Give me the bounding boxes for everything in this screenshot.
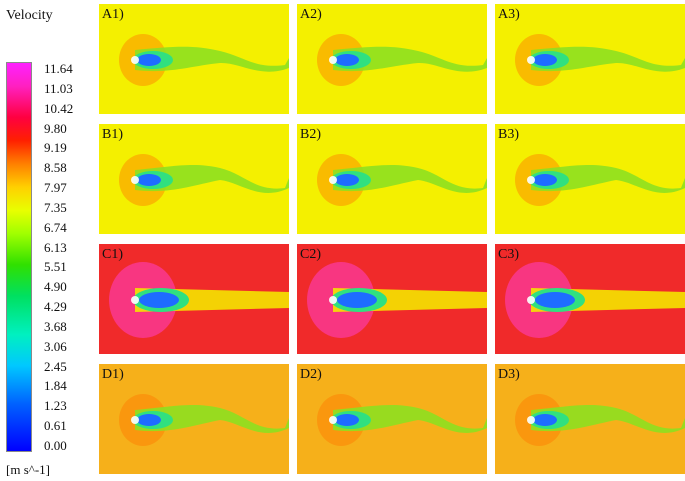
panel-label: B3)	[498, 127, 519, 142]
panel-label: D2)	[300, 367, 322, 382]
low-velocity-core	[335, 174, 359, 186]
colorbar-tick: 0.00	[44, 438, 67, 453]
low-velocity-core	[533, 54, 557, 66]
contour-panel: C2)	[297, 244, 487, 354]
wake-region	[333, 46, 487, 72]
colorbar-tick: 11.03	[44, 80, 73, 96]
panel-label: A3)	[498, 7, 520, 22]
cylinder-body	[131, 296, 139, 304]
colorbar-tick-labels: 11.64 11.03 10.42 9.80 9.19 8.58 7.97 7.…	[44, 62, 96, 452]
panel-label: C2)	[300, 247, 321, 262]
wake-region	[531, 46, 685, 72]
contour-panel: D2)	[297, 364, 487, 474]
colorbar-tick: 2.45	[44, 358, 67, 374]
flow-field	[317, 34, 487, 86]
colorbar-tick: 8.58	[44, 160, 67, 176]
panel-label: C3)	[498, 247, 519, 262]
colorbar-tick: 9.19	[44, 140, 67, 156]
colorbar-tick: 1.23	[44, 398, 67, 414]
flow-field	[119, 154, 289, 206]
colorbar-tick: 4.90	[44, 279, 67, 295]
colorbar-tick: 9.80	[44, 120, 67, 136]
flow-field	[505, 262, 685, 338]
wake-region	[135, 164, 289, 193]
contour-panel: A2)	[297, 4, 487, 114]
flow-field	[307, 262, 487, 338]
colorbar-tick: 0.61	[44, 418, 67, 434]
low-velocity-core	[137, 54, 161, 66]
panel-label: D3)	[498, 367, 520, 382]
flow-field	[317, 154, 487, 206]
panel-label: B2)	[300, 127, 321, 142]
flow-field	[515, 154, 685, 206]
low-velocity-core	[533, 174, 557, 186]
contour-panel: C1)	[99, 244, 289, 354]
flow-field	[515, 394, 685, 446]
contour-panel: B1)	[99, 124, 289, 234]
velocity-colorbar	[6, 62, 32, 452]
colorbar-tick: 11.64	[44, 61, 73, 76]
flow-field	[317, 394, 487, 446]
low-velocity-core	[137, 174, 161, 186]
colorbar-tick: 1.84	[44, 378, 67, 394]
colorbar-tick: 7.35	[44, 199, 67, 215]
colorbar-tick: 6.13	[44, 239, 67, 255]
cylinder-body	[329, 416, 337, 424]
cylinder-body	[329, 56, 337, 64]
cylinder-body	[527, 176, 535, 184]
flow-field	[515, 34, 685, 86]
contour-panel: B2)	[297, 124, 487, 234]
low-velocity-core	[535, 292, 575, 308]
flow-field	[119, 394, 289, 446]
wake-region	[135, 404, 289, 433]
colorbar-tick: 5.51	[44, 259, 67, 275]
low-velocity-core	[139, 292, 179, 308]
low-velocity-core	[335, 54, 359, 66]
wake-region	[333, 404, 487, 433]
contour-panel: A1)	[99, 4, 289, 114]
contour-panel-grid: A1) A2) A3) B1) B2) B3) C1) C2) C3) D1) …	[99, 4, 685, 481]
wake-region	[531, 404, 685, 433]
cylinder-body	[527, 416, 535, 424]
cylinder-body	[131, 56, 139, 64]
colorbar-units: [m s^-1]	[6, 462, 51, 477]
colorbar-tick: 7.97	[44, 180, 67, 196]
cylinder-body	[131, 416, 139, 424]
cylinder-body	[527, 56, 535, 64]
contour-panel: A3)	[495, 4, 685, 114]
cylinder-body	[527, 296, 535, 304]
low-velocity-core	[337, 292, 377, 308]
low-velocity-core	[335, 414, 359, 426]
wake-region	[531, 164, 685, 193]
colorbar-tick: 3.06	[44, 338, 67, 354]
colorbar-tick: 4.29	[44, 299, 67, 315]
colorbar-tick: 6.74	[44, 219, 67, 235]
panel-label: A1)	[102, 7, 124, 22]
contour-panel: C3)	[495, 244, 685, 354]
colorbar-tick: 3.68	[44, 318, 67, 334]
legend-title: Velocity	[6, 8, 53, 23]
low-velocity-core	[533, 414, 557, 426]
cylinder-body	[329, 296, 337, 304]
flow-field	[109, 262, 289, 338]
wake-region	[135, 46, 289, 72]
contour-panel: D1)	[99, 364, 289, 474]
contour-panel: B3)	[495, 124, 685, 234]
low-velocity-core	[137, 414, 161, 426]
panel-label: A2)	[300, 7, 322, 22]
cylinder-body	[329, 176, 337, 184]
panel-label: B1)	[102, 127, 123, 142]
panel-label: D1)	[102, 367, 124, 382]
flow-field	[119, 34, 289, 86]
cylinder-body	[131, 176, 139, 184]
panel-label: C1)	[102, 247, 123, 262]
colorbar-tick: 10.42	[44, 100, 74, 116]
contour-panel: D3)	[495, 364, 685, 474]
wake-region	[333, 164, 487, 193]
